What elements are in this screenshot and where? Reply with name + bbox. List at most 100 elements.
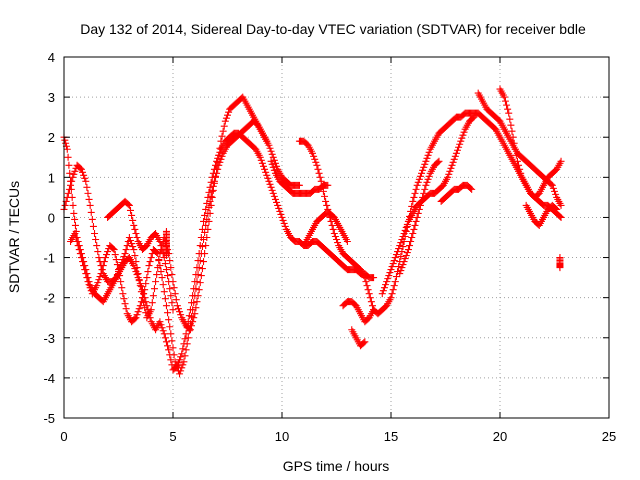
data-point bbox=[394, 248, 402, 256]
data-point bbox=[370, 306, 378, 314]
series-track-n bbox=[496, 85, 565, 201]
data-point bbox=[177, 311, 185, 319]
data-point bbox=[162, 266, 170, 274]
data-point bbox=[195, 286, 203, 294]
series-track-k bbox=[396, 157, 443, 278]
data-point bbox=[421, 160, 429, 168]
data-point bbox=[160, 288, 168, 296]
data-point bbox=[149, 292, 157, 300]
data-point bbox=[136, 282, 144, 290]
data-point bbox=[220, 122, 228, 130]
data-point bbox=[267, 183, 275, 191]
data-point bbox=[66, 169, 74, 177]
data-point bbox=[76, 250, 84, 258]
data-point bbox=[449, 158, 457, 166]
data-point bbox=[400, 258, 408, 266]
data-point bbox=[409, 229, 417, 237]
data-point bbox=[82, 177, 90, 185]
data-point bbox=[119, 290, 127, 298]
data-point bbox=[134, 270, 142, 278]
data-point bbox=[383, 278, 391, 286]
data-point bbox=[329, 225, 337, 233]
data-point bbox=[206, 183, 214, 191]
data-point bbox=[71, 221, 79, 229]
data-point bbox=[73, 238, 81, 246]
data-point bbox=[157, 268, 165, 276]
data-point bbox=[557, 157, 565, 165]
data-point bbox=[217, 155, 225, 163]
series-track-g bbox=[300, 209, 351, 250]
data-point bbox=[164, 309, 172, 317]
data-point bbox=[183, 340, 191, 348]
data-point bbox=[411, 189, 419, 197]
data-point bbox=[188, 313, 196, 321]
data-point bbox=[370, 274, 378, 282]
data-point bbox=[361, 274, 369, 282]
data-point bbox=[507, 121, 515, 129]
data-point bbox=[196, 279, 204, 287]
data-point bbox=[278, 213, 286, 221]
data-point bbox=[118, 259, 126, 267]
data-point bbox=[264, 174, 272, 182]
data-point bbox=[551, 187, 558, 195]
data-point bbox=[81, 266, 89, 274]
data-point bbox=[203, 215, 211, 223]
data-point bbox=[213, 169, 221, 177]
data-point bbox=[144, 268, 152, 276]
series-track-q bbox=[162, 227, 170, 260]
data-point bbox=[224, 111, 231, 119]
data-point bbox=[191, 310, 199, 318]
data-point bbox=[61, 201, 69, 209]
data-point bbox=[110, 246, 118, 254]
data-point bbox=[204, 209, 212, 217]
data-point bbox=[268, 150, 276, 158]
data-point bbox=[257, 156, 265, 164]
data-point bbox=[218, 152, 226, 160]
data-point bbox=[424, 175, 432, 183]
data-point bbox=[159, 327, 167, 335]
data-point bbox=[556, 264, 564, 272]
data-point bbox=[384, 275, 392, 283]
series-track-o bbox=[522, 201, 561, 229]
data-point bbox=[65, 161, 73, 169]
data-point bbox=[209, 182, 217, 190]
data-point bbox=[458, 134, 466, 142]
data-point bbox=[193, 298, 201, 306]
y-tick-label: -3 bbox=[43, 331, 55, 346]
data-point bbox=[265, 141, 273, 149]
data-point bbox=[179, 361, 187, 369]
data-point bbox=[69, 201, 77, 209]
data-point bbox=[444, 173, 452, 181]
data-point bbox=[135, 276, 143, 284]
series-track-i bbox=[348, 326, 369, 350]
data-point bbox=[423, 154, 431, 162]
data-point bbox=[64, 189, 72, 197]
data-point bbox=[86, 201, 94, 209]
data-point bbox=[120, 253, 128, 261]
data-point bbox=[168, 299, 176, 307]
data-point bbox=[93, 282, 101, 290]
data-point bbox=[170, 351, 178, 359]
data-point bbox=[167, 264, 175, 272]
data-point bbox=[204, 225, 212, 233]
data-point bbox=[197, 272, 205, 280]
data-point bbox=[100, 258, 108, 266]
data-point bbox=[122, 246, 130, 254]
data-point bbox=[214, 165, 222, 173]
data-point bbox=[137, 298, 145, 306]
data-point bbox=[415, 205, 423, 213]
data-point bbox=[309, 149, 317, 157]
data-point bbox=[397, 267, 405, 275]
data-point bbox=[313, 161, 321, 169]
data-point bbox=[117, 278, 125, 286]
data-point bbox=[402, 223, 410, 231]
data-point bbox=[77, 254, 85, 262]
data-point bbox=[411, 221, 419, 229]
y-tick-label: -4 bbox=[43, 371, 55, 386]
data-point bbox=[153, 249, 161, 257]
data-point bbox=[162, 302, 170, 310]
data-point bbox=[448, 161, 456, 169]
data-point bbox=[138, 294, 146, 302]
data-point bbox=[513, 157, 521, 165]
data-point bbox=[81, 174, 89, 182]
